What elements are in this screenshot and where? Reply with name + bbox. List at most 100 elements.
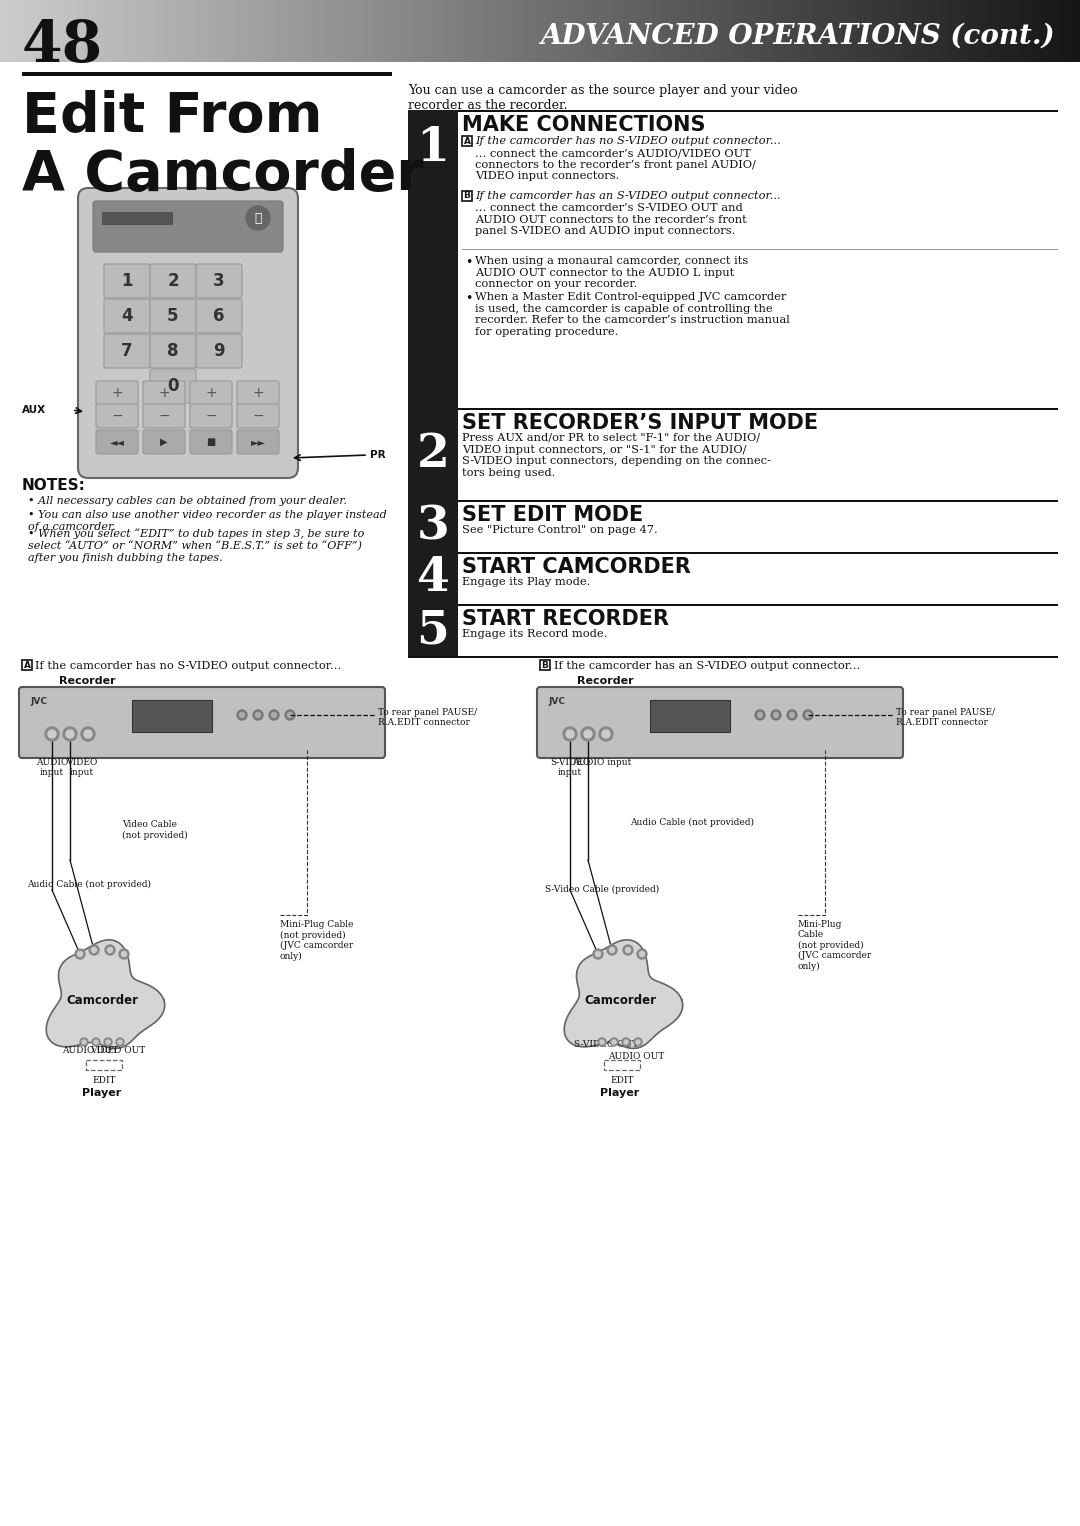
Bar — [454, 0, 458, 63]
Circle shape — [104, 1038, 112, 1045]
Bar — [846, 0, 851, 63]
FancyBboxPatch shape — [143, 430, 185, 455]
Bar — [270, 0, 274, 63]
Bar — [46, 0, 52, 63]
Bar — [684, 0, 689, 63]
Text: Engage its Play mode.: Engage its Play mode. — [462, 577, 591, 588]
Bar — [310, 0, 314, 63]
Text: ■: ■ — [206, 436, 216, 447]
Bar — [11, 0, 15, 63]
Circle shape — [118, 1041, 122, 1044]
Text: JVC: JVC — [30, 697, 48, 707]
Circle shape — [639, 952, 645, 957]
Bar — [83, 0, 87, 63]
Bar — [54, 0, 58, 63]
Bar — [475, 0, 480, 63]
Bar — [699, 0, 703, 63]
Bar — [353, 0, 357, 63]
Bar — [943, 0, 948, 63]
Bar — [489, 0, 495, 63]
Bar — [1040, 0, 1045, 63]
Bar — [245, 0, 249, 63]
Bar — [367, 0, 372, 63]
Text: VIDEO OUT: VIDEO OUT — [91, 1045, 146, 1054]
Bar — [1008, 0, 1013, 63]
Bar — [462, 191, 472, 201]
FancyBboxPatch shape — [150, 334, 195, 368]
Text: START RECORDER: START RECORDER — [462, 609, 669, 629]
Bar — [29, 0, 33, 63]
Bar — [281, 0, 285, 63]
Bar — [677, 0, 681, 63]
Text: SET EDIT MODE: SET EDIT MODE — [462, 505, 644, 525]
Bar — [990, 0, 995, 63]
Bar — [788, 0, 793, 63]
Bar — [432, 0, 436, 63]
Bar — [616, 0, 620, 63]
Bar — [813, 0, 819, 63]
Bar — [375, 0, 379, 63]
Bar — [886, 0, 890, 63]
Text: Mini-Plug Cable
(not provided)
(JVC camcorder
only): Mini-Plug Cable (not provided) (JVC camc… — [280, 920, 353, 961]
FancyBboxPatch shape — [190, 430, 232, 455]
Text: 4: 4 — [417, 555, 449, 601]
Bar — [386, 0, 390, 63]
Bar — [446, 0, 451, 63]
Bar — [774, 0, 779, 63]
Text: 48: 48 — [22, 18, 103, 73]
Bar — [133, 0, 138, 63]
Circle shape — [287, 713, 293, 717]
Text: A Camcorder: A Camcorder — [22, 148, 423, 201]
Bar — [926, 0, 930, 63]
Bar — [356, 0, 361, 63]
Bar — [97, 0, 102, 63]
Bar — [569, 0, 573, 63]
Bar — [896, 0, 901, 63]
Bar — [321, 0, 325, 63]
Circle shape — [609, 948, 615, 952]
FancyBboxPatch shape — [150, 299, 195, 333]
Text: JVC: JVC — [548, 697, 565, 707]
Bar — [1055, 0, 1059, 63]
Text: B: B — [541, 661, 549, 670]
Bar — [1018, 0, 1024, 63]
Bar — [208, 0, 214, 63]
Text: ►►: ►► — [251, 436, 266, 447]
Bar — [850, 0, 854, 63]
Bar — [853, 0, 858, 63]
Text: S-VIDEO OUT: S-VIDEO OUT — [573, 1041, 638, 1048]
FancyBboxPatch shape — [537, 687, 903, 758]
Text: Video Cable
(not provided): Video Cable (not provided) — [122, 819, 188, 839]
Text: A: A — [463, 136, 471, 145]
Text: PR: PR — [370, 450, 386, 459]
Bar — [234, 0, 239, 63]
Bar — [1037, 0, 1041, 63]
Circle shape — [106, 1041, 110, 1044]
Bar — [778, 0, 782, 63]
Bar — [408, 501, 1058, 502]
Bar — [154, 0, 160, 63]
Text: 8: 8 — [167, 342, 179, 360]
Bar — [346, 0, 350, 63]
Bar — [1034, 0, 1038, 63]
Circle shape — [78, 952, 82, 957]
Bar — [713, 0, 717, 63]
Bar — [508, 0, 512, 63]
Circle shape — [612, 1041, 616, 1044]
Bar — [51, 0, 55, 63]
Bar — [100, 0, 106, 63]
Text: •: • — [465, 256, 472, 269]
Bar — [878, 0, 883, 63]
Bar — [248, 0, 253, 63]
Bar — [364, 0, 368, 63]
FancyBboxPatch shape — [190, 404, 232, 427]
Bar — [162, 0, 166, 63]
Bar — [529, 0, 534, 63]
Bar — [619, 0, 624, 63]
Bar — [22, 72, 392, 76]
Bar — [408, 407, 458, 501]
Bar — [259, 0, 264, 63]
Text: Player: Player — [82, 1088, 122, 1099]
Bar — [22, 661, 32, 670]
Bar — [126, 0, 131, 63]
